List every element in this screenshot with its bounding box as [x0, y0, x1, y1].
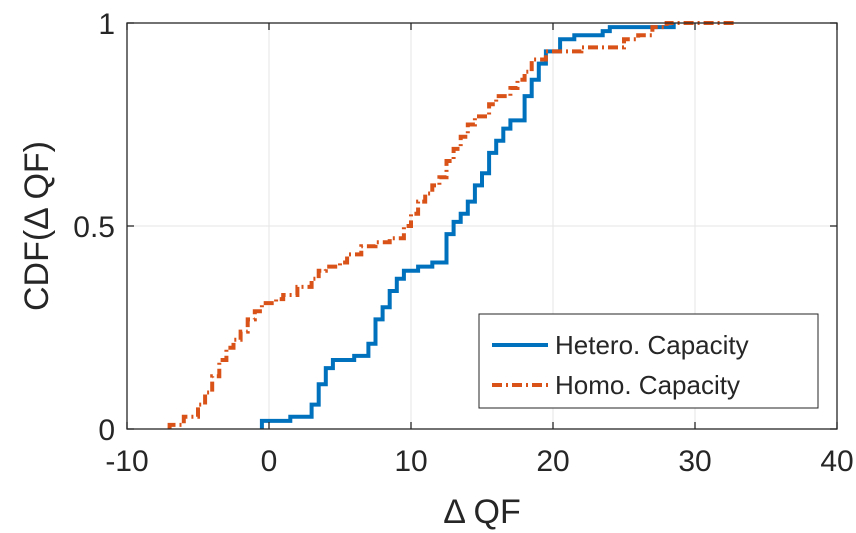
legend: Hetero. Capacity Homo. Capacity	[478, 313, 819, 409]
x-tick-label: 40	[820, 445, 853, 478]
x-tick-label: -10	[105, 445, 148, 478]
series-line-homo	[167, 21, 738, 429]
legend-label-hetero: Hetero. Capacity	[555, 330, 749, 360]
y-axis-label: CDF(Δ QF)	[18, 141, 56, 311]
legend-box	[478, 313, 819, 409]
axis-ticks	[126, 22, 838, 430]
series-line-hetero	[259, 23, 676, 429]
legend-label-homo: Homo. Capacity	[555, 370, 740, 400]
x-tick-label: 30	[678, 445, 711, 478]
y-tick-label: 0.5	[73, 211, 115, 244]
x-tick-label: 0	[261, 445, 278, 478]
y-tick-label: 1	[98, 8, 115, 41]
x-axis-label: Δ QF	[443, 493, 521, 531]
y-tick-label: 0	[98, 414, 115, 447]
x-tick-label: 10	[394, 445, 427, 478]
series-lines	[167, 21, 738, 429]
x-tick-label: 20	[536, 445, 569, 478]
